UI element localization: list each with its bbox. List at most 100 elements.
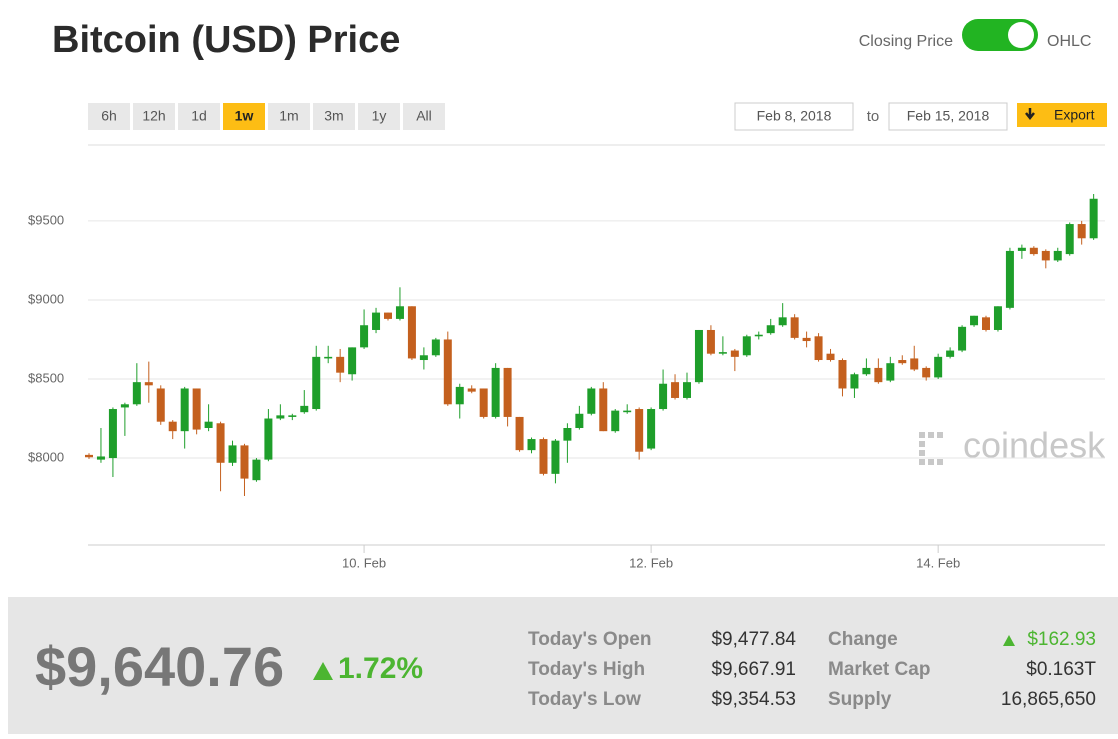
wm-dot: [919, 441, 925, 447]
switch-knob[interactable]: [1008, 22, 1034, 48]
candle-body: [934, 356, 943, 378]
stat-label: Supply: [828, 689, 892, 710]
y-tick-label: $9500: [28, 212, 64, 227]
candle-body: [360, 325, 369, 348]
title: Bitcoin (USD) Price: [52, 19, 400, 61]
range-button[interactable]: [223, 103, 265, 130]
candle-body: [204, 421, 213, 429]
toggle-switch[interactable]: [962, 19, 1038, 51]
wm-dot: [937, 432, 943, 438]
candle-body: [527, 439, 536, 451]
candle-body: [96, 456, 105, 460]
range-label: 1y: [372, 108, 387, 124]
candle-body: [1077, 224, 1086, 239]
candle-body: [814, 336, 823, 361]
range-label: 6h: [101, 108, 117, 124]
candle-body: [874, 367, 883, 383]
candle-body: [982, 317, 990, 330]
candle-body: [862, 367, 871, 375]
candle-body: [754, 334, 763, 337]
candle-body: [467, 388, 476, 392]
x-tick-label: 14. Feb: [916, 555, 960, 570]
stat-value: 16,865,650: [1001, 689, 1096, 710]
candle-body: [587, 388, 596, 414]
candle-body: [276, 415, 285, 419]
candle-body: [1017, 247, 1026, 251]
export-label: Export: [1054, 107, 1095, 123]
candle-body: [599, 388, 608, 432]
export-button[interactable]: Export: [1017, 103, 1107, 127]
date-to[interactable]: [888, 102, 1008, 131]
candle-body: [372, 312, 381, 330]
candle-body: [324, 356, 333, 359]
range-label: 1m: [279, 108, 298, 124]
candle-body: [958, 326, 967, 351]
candle-body: [970, 315, 979, 326]
candle-body: [575, 413, 584, 429]
range-label: All: [416, 108, 432, 124]
range-button[interactable]: [88, 103, 130, 130]
candle-body: [407, 306, 416, 359]
candle-body: [694, 329, 703, 383]
range-button[interactable]: [313, 103, 355, 130]
candle-body: [1089, 198, 1098, 239]
range-button[interactable]: [403, 103, 445, 130]
wm-dot: [919, 432, 925, 438]
candle-body: [1065, 224, 1074, 255]
candle-body: [419, 355, 428, 361]
range-label: 1w: [235, 108, 254, 124]
stat-value: $0.163T: [1026, 659, 1096, 680]
date-from[interactable]: [734, 102, 854, 131]
candle-body: [264, 418, 273, 460]
candle-body: [1029, 247, 1038, 255]
change-pct: 1.72%: [338, 652, 423, 685]
stat-label: Market Cap: [828, 659, 930, 680]
candle-body: [216, 423, 225, 463]
range-button[interactable]: [178, 103, 220, 130]
summary-panel: [8, 597, 1118, 734]
candle-body: [144, 382, 153, 386]
candle-body: [706, 329, 715, 354]
range-button[interactable]: [268, 103, 310, 130]
candle-body: [479, 388, 488, 417]
export-icon: [1025, 108, 1035, 121]
range-button[interactable]: [133, 103, 175, 130]
candle-body: [336, 356, 345, 373]
candle-body: [240, 445, 249, 479]
range-button[interactable]: [358, 103, 400, 130]
candle-body: [898, 360, 907, 364]
wm-dot: [919, 459, 925, 465]
candle-body: [384, 312, 392, 319]
candle-body: [730, 350, 739, 357]
price: $9,640.76: [35, 635, 284, 698]
stat-label: Today's Open: [528, 629, 651, 650]
candle-body: [515, 416, 524, 451]
candle-body: [443, 339, 452, 405]
toggle-left: Closing Price: [859, 33, 953, 50]
candle-body: [180, 388, 189, 432]
range-label: 3m: [324, 108, 343, 124]
stat-label: Today's Low: [528, 689, 641, 710]
date-joiner: to: [867, 108, 880, 125]
x-tick-label: 12. Feb: [629, 555, 673, 570]
candle-body: [910, 358, 919, 370]
candle-body: [156, 388, 165, 422]
candle-body: [778, 317, 787, 326]
wm-dot: [928, 459, 934, 465]
up-arrow: [313, 662, 333, 680]
y-tick-label: $9000: [28, 291, 64, 306]
candle-body: [1005, 250, 1014, 308]
candle-body: [647, 409, 656, 449]
candle-body: [1053, 250, 1062, 261]
up-arrow-small: [1003, 635, 1015, 646]
stat-value: $9,477.84: [711, 629, 796, 650]
stat-label: Change: [828, 629, 898, 650]
candle-body: [563, 428, 572, 441]
y-tick-label: $8500: [28, 370, 64, 385]
candle-body: [886, 363, 895, 381]
candle-body: [168, 421, 177, 432]
y-tick-label: $8000: [28, 449, 64, 464]
candle-body: [455, 386, 464, 405]
candle-body: [108, 409, 117, 459]
